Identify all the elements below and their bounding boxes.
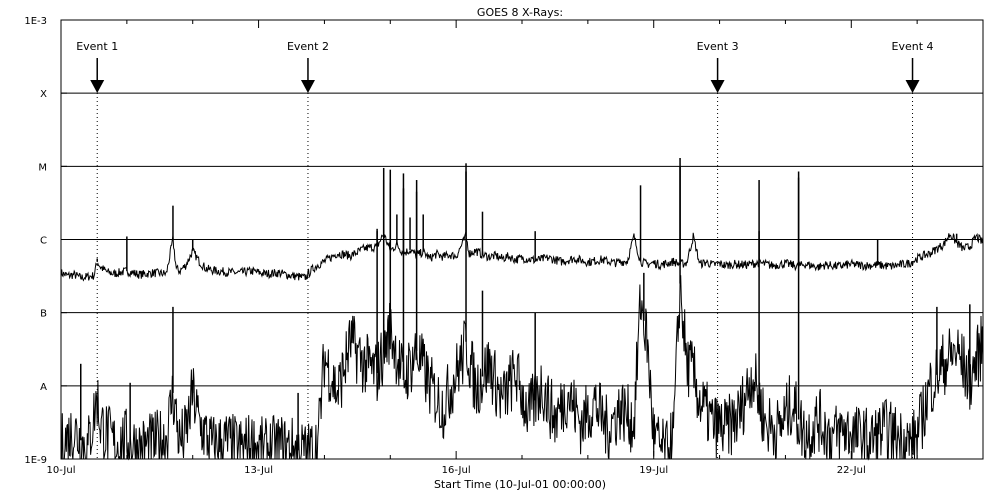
event-arrow-head [90,80,105,93]
short-channel-trace [60,275,984,461]
y-tick-label: A [40,382,47,393]
x-tick-label: 13-Jul [244,465,273,476]
long-channel-trace [60,231,984,282]
event-label: Event 1 [76,40,118,53]
y-tick-label: 1E-9 [24,455,47,466]
series-layer [60,157,984,461]
x-tick-label: 16-Jul [442,465,471,476]
event-label: Event 3 [697,40,739,53]
y-tick-label: X [40,89,47,100]
chart-title: GOES 8 X-Rays: [477,6,563,19]
y-axis: 1E-3 X M C B A 1E-9 [24,16,67,466]
x-tick-label: 10-Jul [47,465,76,476]
y-tick-label: M [38,162,47,173]
event-label: Event 2 [287,40,329,53]
x-axis-label: Start Time (10-Jul-01 00:00:00) [434,478,606,491]
event-label: Event 4 [892,40,934,53]
x-tick-label: 19-Jul [639,465,668,476]
y-tick-label: B [40,309,47,320]
event-arrow-head [300,80,315,93]
y-tick-label: C [40,236,47,247]
y-tick-label: 1E-3 [24,16,47,27]
x-axis: 10-Jul 13-Jul 16-Jul 19-Jul 22-Jul [47,20,984,476]
event-arrow-head [710,80,725,93]
event-arrow-head [905,80,920,93]
x-tick-label: 22-Jul [837,465,866,476]
